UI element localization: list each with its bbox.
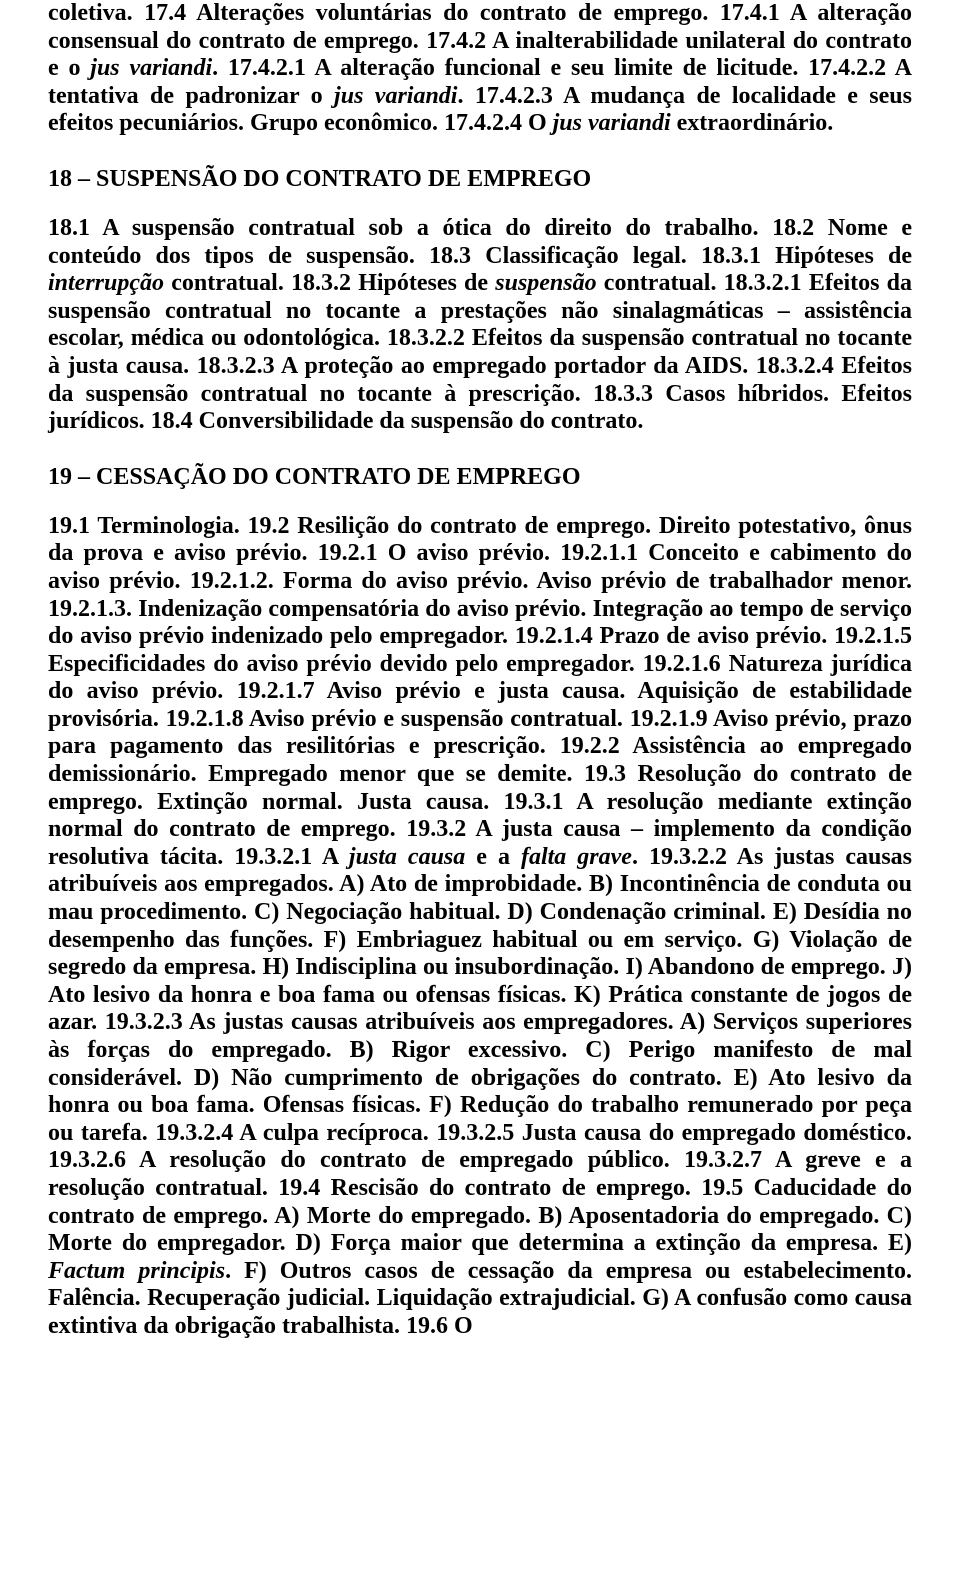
italic-run: justa causa xyxy=(349,844,465,870)
italic-run: suspensão xyxy=(495,270,596,296)
paragraph-19: 19.1 Terminologia. 19.2 Resilição do con… xyxy=(48,513,912,1341)
italic-run: Factum principis xyxy=(48,1258,225,1284)
paragraph-18: 18.1 A suspensão contratual sob a ótica … xyxy=(48,215,912,436)
heading-18: 18 – SUSPENSÃO DO CONTRATO DE EMPREGO xyxy=(48,166,912,193)
italic-run: jus variandi xyxy=(334,83,457,109)
italic-run: interrupção xyxy=(48,270,164,296)
italic-run: jus variandi xyxy=(553,110,671,136)
heading-19: 19 – CESSAÇÃO DO CONTRATO DE EMPREGO xyxy=(48,464,912,491)
italic-run: falta grave xyxy=(521,844,632,870)
italic-run: jus variandi xyxy=(90,55,212,81)
paragraph-17: coletiva. 17.4 Alterações voluntárias do… xyxy=(48,0,912,138)
document-page: coletiva. 17.4 Alterações voluntárias do… xyxy=(0,0,960,1570)
